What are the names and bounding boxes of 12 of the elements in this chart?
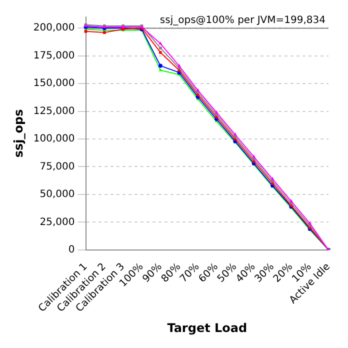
y-tick-label: 125,000: [33, 106, 75, 117]
y-tick-label: 25,000: [40, 216, 75, 228]
y-tick-label: 150,000: [33, 78, 75, 90]
ref-line-label: ssj_ops@100% per JVM=199,834: [160, 14, 326, 26]
y-axis-title: ssj_ops: [11, 109, 26, 158]
y-tick-label: 175,000: [33, 50, 75, 62]
y-tick-label: 100,000: [33, 134, 75, 145]
y-tick-label: 200,000: [33, 22, 75, 34]
y-tick-label: 75,000: [40, 161, 75, 172]
x-axis-title: Target Load: [167, 320, 248, 335]
y-tick-label: 50,000: [40, 189, 75, 200]
y-tick-label: 0: [68, 244, 75, 256]
